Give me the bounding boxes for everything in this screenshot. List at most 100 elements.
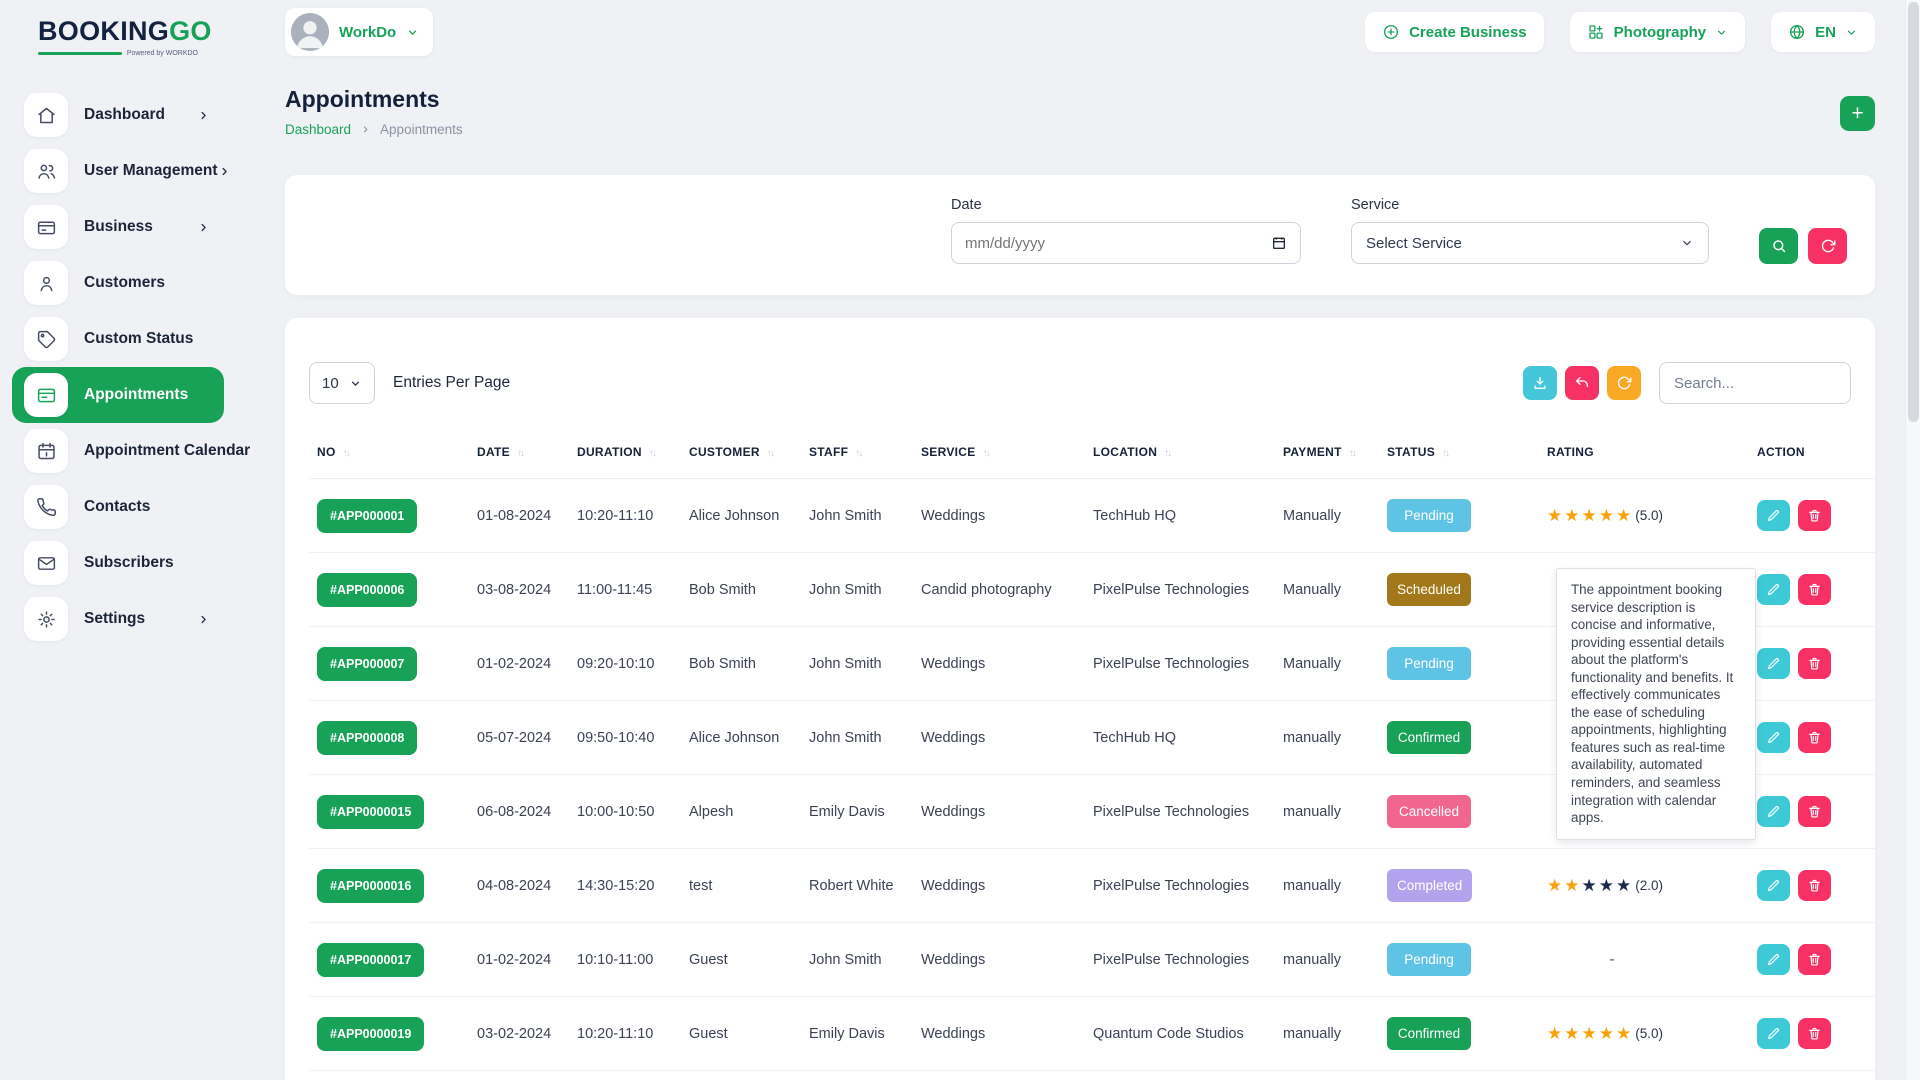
appointment-id-badge[interactable]: #APP000001 [317, 498, 418, 533]
column-header-duration[interactable]: DURATION ↑↓ [569, 426, 681, 479]
row-actions [1757, 944, 1867, 975]
cell-payment: manually [1275, 996, 1379, 1071]
filter-reset-button[interactable] [1808, 228, 1847, 264]
page-scrollbar[interactable] [1905, 0, 1920, 1080]
calendar-icon[interactable] [1271, 235, 1287, 251]
sidebar-item-label: Settings [84, 610, 146, 627]
sidebar-item-subscribers[interactable]: Subscribers [12, 535, 224, 591]
cell-no: #APP000007 [309, 626, 469, 701]
cell-date: 03-08-2024 [469, 552, 569, 627]
sidebar-item-label: Appointments [84, 386, 189, 403]
appointment-id-badge[interactable]: #APP000007 [317, 646, 418, 681]
breadcrumb-current: Appointments [380, 122, 463, 137]
sidebar-item-user-management[interactable]: User Management [12, 143, 227, 199]
create-business-button[interactable]: Create Business [1365, 12, 1544, 52]
delete-button[interactable] [1798, 870, 1831, 901]
filter-search-button[interactable] [1759, 228, 1798, 264]
edit-button[interactable] [1757, 870, 1790, 901]
brand-logo[interactable]: BOOKINGGO Powered by WORKDO [38, 16, 211, 57]
cell-action [1749, 478, 1875, 553]
avatar [291, 13, 329, 51]
edit-button[interactable] [1757, 796, 1790, 827]
sidebar-item-customers[interactable]: Customers [12, 255, 224, 311]
cell-duration: 09:50-10:40 [569, 700, 681, 775]
appointment-id-badge[interactable]: #APP000008 [317, 720, 418, 755]
star-filled-icon: ★ [1598, 1023, 1614, 1043]
business-type-dropdown[interactable]: Photography [1569, 12, 1746, 52]
sidebar-item-custom-status[interactable]: Custom Status [12, 311, 224, 367]
sidebar-item-settings[interactable]: Settings [12, 591, 224, 647]
delete-button[interactable] [1798, 1018, 1831, 1049]
cell-action [1749, 700, 1875, 775]
cell-payment: manually [1275, 848, 1379, 923]
column-header-label: PAYMENT [1283, 445, 1342, 459]
service-select[interactable]: Select Service [1351, 222, 1709, 264]
appointment-id-badge[interactable]: #APP0000017 [317, 942, 425, 977]
column-header-payment[interactable]: PAYMENT ↑↓ [1275, 426, 1379, 479]
sidebar-item-appointment-calendar[interactable]: Appointment Calendar [12, 423, 250, 479]
appointment-id-badge[interactable]: #APP0000016 [317, 868, 425, 903]
column-header-date[interactable]: DATE ↑↓ [469, 426, 569, 479]
appointment-id-badge[interactable]: #APP0000015 [317, 794, 425, 829]
edit-button[interactable] [1757, 500, 1790, 531]
language-dropdown[interactable]: EN [1771, 12, 1875, 52]
appointment-id-badge[interactable]: #APP0000019 [317, 1016, 425, 1051]
date-input[interactable] [965, 234, 1271, 252]
edit-button[interactable] [1757, 648, 1790, 679]
phone-icon [24, 485, 68, 529]
delete-button[interactable] [1798, 648, 1831, 679]
sidebar-item-label: Customers [84, 274, 165, 291]
sidebar-item-dashboard[interactable]: Dashboard [12, 87, 224, 143]
create-business-label: Create Business [1409, 23, 1527, 41]
workspace-selector[interactable]: WorkDo [285, 8, 434, 56]
export-button[interactable] [1523, 366, 1557, 400]
delete-button[interactable] [1798, 500, 1831, 531]
column-header-customer[interactable]: CUSTOMER ↑↓ [681, 426, 801, 479]
appointment-id-badge[interactable]: #APP000006 [317, 572, 418, 607]
cell-payment: manually [1275, 922, 1379, 997]
column-header-status[interactable]: STATUS ↑↓ [1379, 426, 1539, 479]
cell-location: TechHub HQ [1085, 478, 1275, 553]
cell-rating: - [1539, 922, 1749, 997]
search-icon [1772, 240, 1785, 253]
sidebar-item-appointments[interactable]: Appointments [12, 367, 224, 423]
cell-action [1749, 922, 1875, 997]
column-header-no[interactable]: NO ↑↓ [309, 426, 469, 479]
refresh-icon [1617, 376, 1632, 390]
chevron-down-icon [406, 26, 419, 39]
column-header-service[interactable]: SERVICE ↑↓ [913, 426, 1085, 479]
undo-button[interactable] [1565, 366, 1599, 400]
entries-per-page-select[interactable]: 10 [309, 362, 375, 404]
edit-button[interactable] [1757, 722, 1790, 753]
service-filter-label: Service [1351, 197, 1400, 213]
delete-button[interactable] [1798, 944, 1831, 975]
scrollbar-thumb[interactable] [1908, 2, 1919, 422]
edit-button[interactable] [1757, 574, 1790, 605]
column-header-staff[interactable]: STAFF ↑↓ [801, 426, 913, 479]
cell-customer: test [681, 848, 801, 923]
refresh-button[interactable] [1607, 366, 1641, 400]
cell-location: Quantum Code Studios [1085, 996, 1275, 1071]
edit-button[interactable] [1757, 1018, 1790, 1049]
download-icon [1534, 377, 1546, 389]
grid-plus-icon [1587, 23, 1605, 41]
delete-button[interactable] [1798, 796, 1831, 827]
cell-status: Scheduled [1379, 552, 1539, 627]
cell-action [1749, 626, 1875, 701]
column-header-label: DURATION [577, 445, 642, 459]
delete-button[interactable] [1798, 574, 1831, 605]
chevron-right-icon [218, 165, 231, 178]
table-search-input[interactable] [1659, 362, 1851, 404]
delete-button[interactable] [1798, 722, 1831, 753]
edit-button[interactable] [1757, 944, 1790, 975]
table-row: #APP0000016 04-08-2024 14:30-15:20 test Robe… [309, 848, 1875, 923]
sidebar-item-contacts[interactable]: Contacts [12, 479, 224, 535]
cell-duration: 09:20-10:10 [569, 626, 681, 701]
breadcrumb-dashboard-link[interactable]: Dashboard [285, 122, 352, 137]
star-empty-icon: ★ [1581, 875, 1597, 895]
sidebar-item-business[interactable]: Business [12, 199, 224, 255]
entries-per-page-label: Entries Per Page [393, 374, 511, 391]
column-header-location[interactable]: LOCATION ↑↓ [1085, 426, 1275, 479]
add-appointment-button[interactable]: + [1840, 96, 1875, 131]
language-label: EN [1815, 23, 1836, 41]
